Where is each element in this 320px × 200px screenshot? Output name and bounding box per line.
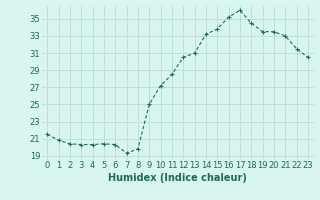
- X-axis label: Humidex (Indice chaleur): Humidex (Indice chaleur): [108, 173, 247, 183]
